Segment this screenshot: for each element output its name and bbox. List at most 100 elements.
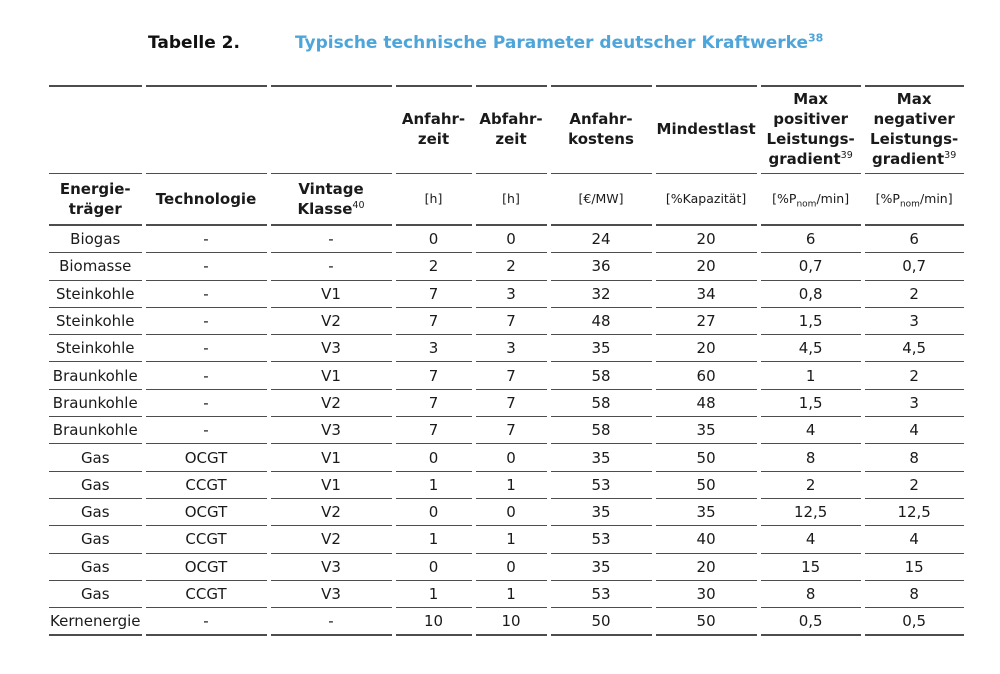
table-cell: V1	[270, 472, 392, 499]
table-cell: 1	[475, 472, 547, 499]
table-cell: 1	[395, 581, 472, 609]
table-row: Gas CCGT V1 1 1 53 50 2 2	[49, 472, 964, 499]
table-cell: -	[145, 390, 267, 418]
table-cell: 7	[475, 308, 547, 336]
table-cell: Steinkohle	[49, 281, 142, 308]
table-title-text: Typische technische Parameter deutscher …	[294, 33, 809, 53]
unit-mindestlast: [%Kapazität]	[655, 174, 757, 226]
table-cell: 50	[655, 472, 757, 499]
table-cell: 1	[395, 526, 472, 554]
table-cell: V2	[270, 499, 392, 527]
table-cell: Steinkohle	[49, 308, 142, 336]
table-cell: 3	[475, 281, 547, 308]
table-row: Gas OCGT V2 0 0 35 35 12,5 12,5	[49, 499, 964, 527]
table-cell: Steinkohle	[49, 335, 142, 363]
table-cell: 0	[395, 499, 472, 527]
table-cell: 8	[864, 444, 964, 472]
table-cell: 0	[395, 226, 472, 254]
unit-abfahrzeit: [h]	[475, 174, 547, 226]
unit-pnom-neg: [%Pnom/min]	[864, 174, 964, 226]
table-cell: 35	[550, 499, 652, 527]
table-cell: V3	[270, 335, 392, 363]
table-cell: 4,5	[864, 335, 964, 363]
header-max-neg-gradient-text: Max negativer Leistungs- gradient	[870, 90, 959, 168]
table-row: Steinkohle - V3 3 3 35 20 4,5 4,5	[49, 335, 964, 363]
table-cell: -	[145, 281, 267, 308]
table-cell: 4	[760, 526, 861, 554]
table-cell: 2	[395, 253, 472, 281]
table-row: Steinkohle - V1 7 3 32 34 0,8 2	[49, 281, 964, 308]
table-row: Gas OCGT V3 0 0 35 20 15 15	[49, 554, 964, 581]
table-cell: 20	[655, 253, 757, 281]
table-cell: Kernenergie	[49, 608, 142, 637]
table-cell: 2	[864, 281, 964, 308]
table-cell: V2	[270, 308, 392, 336]
header-spacer-1	[49, 85, 142, 174]
table-cell: -	[145, 226, 267, 254]
table-cell: 15	[864, 554, 964, 581]
table-title: Typische technische Parameter deutscher …	[294, 31, 824, 53]
table-cell: -	[145, 362, 267, 390]
table-cell: 0	[475, 226, 547, 254]
table-cell: 10	[475, 608, 547, 637]
footnote-ref-40: 40	[352, 200, 365, 211]
table-cell: 0	[395, 444, 472, 472]
table-row: Braunkohle - V2 7 7 58 48 1,5 3	[49, 390, 964, 418]
table-cell: Biomasse	[49, 253, 142, 281]
table-cell: Gas	[49, 526, 142, 554]
table-cell: 7	[475, 390, 547, 418]
table-cell: V2	[270, 390, 392, 418]
table-cell: 1	[395, 472, 472, 499]
header-energietraeger: Energie- träger	[49, 174, 142, 226]
table-cell: 3	[864, 390, 964, 418]
table-cell: 2	[864, 362, 964, 390]
table-cell: V3	[270, 554, 392, 581]
unit-prefix: [%P	[772, 190, 797, 206]
unit-anfahrzeit: [h]	[395, 174, 472, 226]
header-spacer-3	[270, 85, 392, 174]
unit-anfahrkosten: [€/MW]	[550, 174, 652, 226]
table-cell: 2	[475, 253, 547, 281]
footnote-ref-38: 38	[808, 31, 824, 45]
header-abfahrzeit: Abfahr- zeit	[475, 85, 547, 174]
table-cell: 6	[760, 226, 861, 254]
header-mindestlast: Mindestlast	[655, 85, 757, 174]
table-row: Gas CCGT V2 1 1 53 40 4 4	[49, 526, 964, 554]
table-cell: 40	[655, 526, 757, 554]
table-cell: 20	[655, 554, 757, 581]
table-cell: 58	[550, 390, 652, 418]
table-row: Kernenergie - -10 10 50 50 0,5 0,5	[49, 608, 964, 637]
table-cell: V1	[270, 281, 392, 308]
table-cell: 48	[550, 308, 652, 336]
unit-pnom-pos: [%Pnom/min]	[760, 174, 861, 226]
table-cell: 3	[475, 335, 547, 363]
header-max-pos-gradient-text: Max positiver Leistungs- gradient	[766, 90, 855, 168]
table-row: Braunkohle - V3 7 7 58 35 4 4	[49, 417, 964, 445]
table-cell: Braunkohle	[49, 417, 142, 445]
table-cell: 60	[655, 362, 757, 390]
table-cell: OCGT	[145, 499, 267, 527]
table-body: Biogas - -0 0 24 20 6 6 Biomasse - -2 2 36 20 0,7 0,7 St…	[49, 226, 964, 637]
table-cell: 1,5	[760, 308, 861, 336]
table-cell: 1,5	[760, 390, 861, 418]
table-cell: 53	[550, 526, 652, 554]
header-max-pos-gradient: Max positiver Leistungs- gradient39	[760, 85, 861, 174]
table-cell: 4	[864, 526, 964, 554]
table-cell: Braunkohle	[49, 390, 142, 418]
table-cell: 35	[550, 335, 652, 363]
table-cell: 7	[475, 362, 547, 390]
table-cell: 12,5	[760, 499, 861, 527]
table-cell: 7	[395, 308, 472, 336]
table-cell: V3	[270, 581, 392, 609]
header-row-1: Anfahr- zeit Abfahr- zeit Anfahr- kosten…	[49, 85, 964, 174]
table-cell: V3	[270, 417, 392, 445]
unit-prefix: [%P	[875, 190, 900, 206]
header-anfahrzeit: Anfahr- zeit	[395, 85, 472, 174]
table-cell: -	[145, 308, 267, 336]
unit-sub-nom: nom	[899, 199, 920, 210]
table-cell: 4	[864, 417, 964, 445]
header-anfahrkosten: Anfahr- kostens	[550, 85, 652, 174]
table-cell: -	[270, 608, 392, 637]
footnote-ref-39a: 39	[840, 149, 853, 161]
table-cell: 34	[655, 281, 757, 308]
